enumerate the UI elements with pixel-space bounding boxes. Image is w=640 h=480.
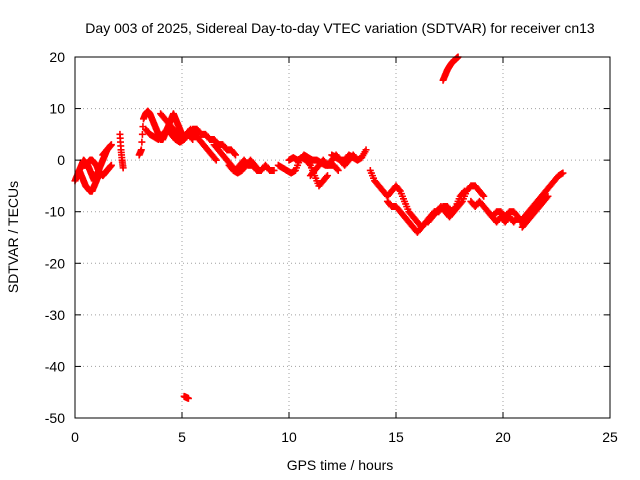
- y-tick-label: -50: [45, 410, 65, 426]
- series-arc-f: [142, 125, 197, 146]
- data-point: [333, 165, 341, 173]
- data-point: [189, 136, 197, 144]
- data-point: [479, 191, 487, 199]
- y-tick-label: -20: [45, 255, 65, 271]
- x-tick-label: 20: [495, 429, 511, 445]
- data-point: [107, 161, 115, 169]
- series-arc-u: [518, 192, 552, 231]
- series-arc-c: [80, 156, 115, 180]
- series-arc-b: [75, 166, 103, 195]
- chart-title: Day 003 of 2025, Sidereal Day-to-day VTE…: [85, 20, 595, 36]
- grid-lines: [75, 57, 610, 418]
- series-arc-h: [189, 125, 239, 159]
- x-tick-label: 10: [281, 429, 297, 445]
- x-axis-label: GPS time / hours: [287, 457, 394, 473]
- data-points: [71, 53, 567, 402]
- plot-frame: [74, 56, 611, 419]
- y-tick-label: 20: [49, 49, 65, 65]
- data-point: [119, 164, 127, 172]
- data-point: [322, 173, 330, 181]
- series-arc-s: [484, 208, 522, 221]
- data-point: [137, 146, 145, 154]
- y-axis-label: SDTVAR / TECUs: [5, 181, 21, 293]
- series-isolated: [116, 130, 127, 172]
- data-point: [230, 150, 238, 158]
- data-point: [543, 194, 551, 202]
- series-outlier: [180, 392, 192, 402]
- data-point: [362, 146, 370, 154]
- y-tick-label: -30: [45, 307, 65, 323]
- x-tick-label: 5: [178, 429, 186, 445]
- y-tick-label: -10: [45, 204, 65, 220]
- series-arc-d: [99, 141, 115, 159]
- x-tick-label: 15: [388, 429, 404, 445]
- data-point: [480, 192, 488, 200]
- data-point: [513, 212, 521, 220]
- data-point: [255, 166, 263, 174]
- y-tick-label: 10: [49, 101, 65, 117]
- data-point: [138, 130, 146, 138]
- x-tick-label: 25: [602, 429, 618, 445]
- data-point: [305, 160, 313, 168]
- series-arc-t: [516, 169, 567, 226]
- y-tick-label: -40: [45, 358, 65, 374]
- data-point: [270, 166, 278, 174]
- series-arc-q: [424, 182, 488, 226]
- series-arc-j: [225, 156, 263, 177]
- data-point: [395, 186, 403, 194]
- data-point: [184, 394, 192, 402]
- series-arc-n: [328, 146, 370, 164]
- data-point: [544, 192, 552, 200]
- axis-ticks: 0 5 10 15 20 25 -50 -40 -30 -20 -10 0 10 20: [45, 49, 618, 445]
- data-point: [324, 172, 332, 180]
- data-point: [254, 165, 262, 173]
- data-point: [559, 169, 567, 177]
- data-point: [211, 155, 219, 163]
- series-arc-g: [157, 110, 220, 164]
- series-arc-v: [439, 53, 462, 84]
- data-point: [334, 166, 342, 174]
- data-point: [107, 141, 115, 149]
- data-point: [457, 199, 465, 207]
- y-tick-label: 0: [57, 152, 65, 168]
- data-point: [212, 156, 220, 164]
- data-point: [188, 134, 196, 142]
- data-point: [232, 151, 239, 159]
- x-tick-label: 0: [71, 429, 79, 445]
- data-point: [138, 138, 146, 146]
- data-point: [514, 213, 522, 221]
